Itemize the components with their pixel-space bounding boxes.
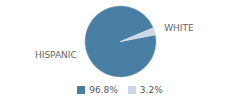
svg-text:WHITE: WHITE (164, 23, 194, 33)
html-text:3.2%: 3.2% (139, 85, 163, 95)
html-text:96.8%: 96.8% (89, 85, 118, 95)
svg-text:HISPANIC: HISPANIC (35, 50, 77, 60)
